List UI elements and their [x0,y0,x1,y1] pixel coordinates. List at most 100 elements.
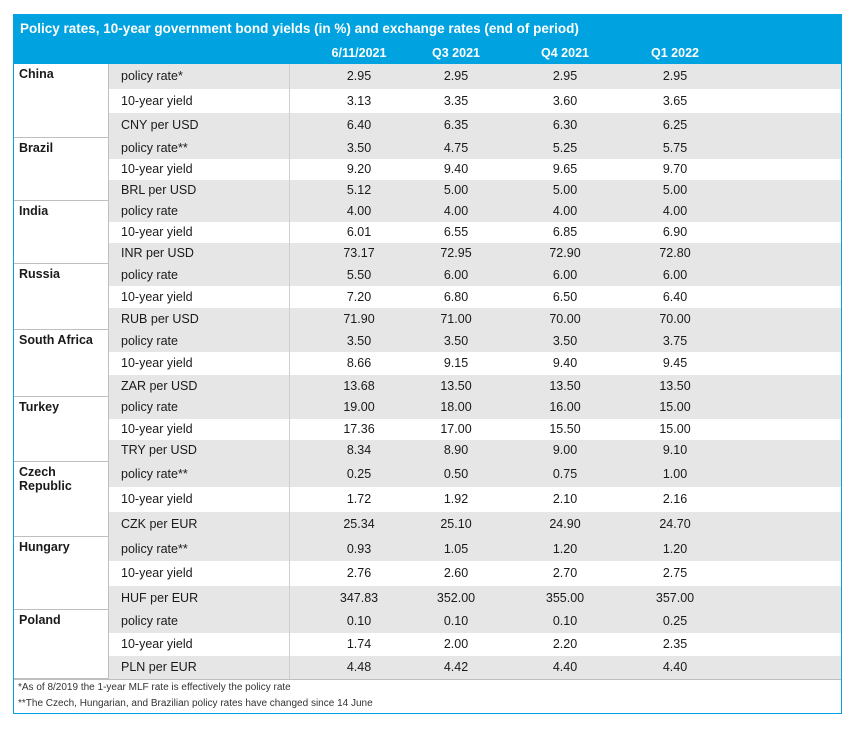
value-cell: 5.00 [443,183,469,197]
value-cell: 9.40 [443,162,469,176]
value-cell: 3.13 [346,93,372,108]
value-cell: 13.50 [549,378,581,393]
row-label: 10-year yield [121,290,193,304]
column-divider [289,440,290,462]
value-cell: 6.30 [552,118,578,133]
row-label: 10-year yield [121,421,193,436]
value-cell: 15.50 [549,421,581,436]
value-cell: 1.20 [662,542,688,556]
footnote: *As of 8/2019 the 1-year MLF rate is eff… [18,682,291,693]
value-cell: 72.80 [659,246,691,260]
table-row: 10-year yield 2.76 2.60 2.70 2.75 [109,561,841,586]
value-cell: 2.00 [443,637,469,651]
country-label: Hungary [14,537,109,610]
value-cell: 6.85 [552,225,578,239]
row-label: RUB per USD [121,312,199,326]
value-cell: 2.35 [662,637,688,651]
value-cell: 72.90 [549,246,581,260]
column-divider [289,159,290,180]
value-cell: 6.35 [443,118,469,133]
column-header: 6/11/2021 [331,46,387,60]
row-label: 10-year yield [121,356,193,371]
value-cell: 17.36 [343,421,375,436]
country-label: Czech Republic [14,462,109,537]
value-cell: 70.00 [659,312,691,326]
value-cell: 15.00 [659,421,691,436]
value-cell: 6.50 [552,290,578,304]
row-label: policy rate** [121,542,188,556]
column-divider [289,330,290,353]
value-cell: 1.05 [443,542,469,556]
column-divider [289,88,290,114]
table-row: RUB per USD 71.90 71.00 70.00 70.00 [109,308,841,330]
row-label: policy rate [121,334,178,348]
column-divider [289,222,290,243]
column-header: Q1 2022 [651,46,699,60]
row-label: policy rate [121,204,178,218]
value-cell: 6.40 [346,118,372,133]
value-cell: 4.48 [346,660,372,674]
value-cell: 0.10 [443,614,469,628]
value-cell: 1.00 [662,467,688,481]
table-row: PLN per EUR 4.48 4.42 4.40 4.40 [109,656,841,679]
table-row: 10-year yield 9.20 9.40 9.65 9.70 [109,159,841,180]
value-cell: 352.00 [436,590,476,605]
column-divider [289,64,290,89]
column-divider [289,585,290,610]
value-cell: 4.40 [662,660,688,674]
column-divider [289,113,290,138]
table-row: policy rate 19.00 18.00 16.00 15.00 [109,397,841,419]
value-cell: 3.50 [443,334,469,348]
value-cell: 6.25 [662,118,688,133]
table-row: CZK per EUR 25.34 25.10 24.90 24.70 [109,512,841,537]
table-row: 10-year yield 1.74 2.00 2.20 2.35 [109,633,841,656]
value-cell: 2.16 [662,492,688,506]
table-title: Policy rates, 10-year government bond yi… [14,15,841,42]
value-cell: 2.75 [662,566,688,581]
table-row: 10-year yield 17.36 17.00 15.50 15.00 [109,418,841,441]
table-row: ZAR per USD 13.68 13.50 13.50 13.50 [109,374,841,397]
row-label: 10-year yield [121,225,193,239]
row-label: CZK per EUR [121,517,198,531]
value-cell: 6.90 [662,225,688,239]
column-divider [289,308,290,330]
value-cell: 3.50 [346,334,372,348]
value-cell: 4.00 [443,204,469,218]
table-row: 10-year yield 7.20 6.80 6.50 6.40 [109,286,841,308]
value-cell: 0.25 [346,467,372,481]
value-cell: 24.70 [659,517,691,531]
table-row: policy rate 5.50 6.00 6.00 6.00 [109,264,841,286]
table-row: policy rate** 3.50 4.75 5.25 5.75 [109,138,841,159]
rates-table: Policy rates, 10-year government bond yi… [13,14,842,714]
row-label: 10-year yield [121,492,193,506]
value-cell: 3.35 [443,93,469,108]
footnote-divider [14,679,841,680]
value-cell: 355.00 [545,590,585,605]
value-cell: 2.10 [552,492,578,506]
value-cell: 8.90 [443,443,469,458]
value-cell: 8.66 [346,356,372,371]
value-cell: 0.10 [346,614,372,628]
value-cell: 1.20 [552,542,578,556]
country-label: Poland [14,610,109,679]
table-row: BRL per USD 5.12 5.00 5.00 5.00 [109,180,841,201]
value-cell: 357.00 [655,590,695,605]
value-cell: 18.00 [440,400,472,414]
value-cell: 4.00 [662,204,688,218]
column-header: Q3 2021 [432,46,480,60]
value-cell: 2.95 [346,69,372,83]
country-label: Brazil [14,138,109,201]
column-divider [289,397,290,419]
value-cell: 2.95 [443,69,469,83]
table-row: policy rate** 0.25 0.50 0.75 1.00 [109,462,841,487]
column-divider [289,180,290,201]
column-divider [289,264,290,286]
value-cell: 9.20 [346,162,372,176]
value-cell: 13.50 [659,378,691,393]
table-row: policy rate 0.10 0.10 0.10 0.25 [109,610,841,633]
value-cell: 0.50 [443,467,469,481]
row-label: 10-year yield [121,566,193,581]
value-cell: 3.65 [662,93,688,108]
value-cell: 25.10 [440,517,472,531]
country-label: India [14,201,109,264]
